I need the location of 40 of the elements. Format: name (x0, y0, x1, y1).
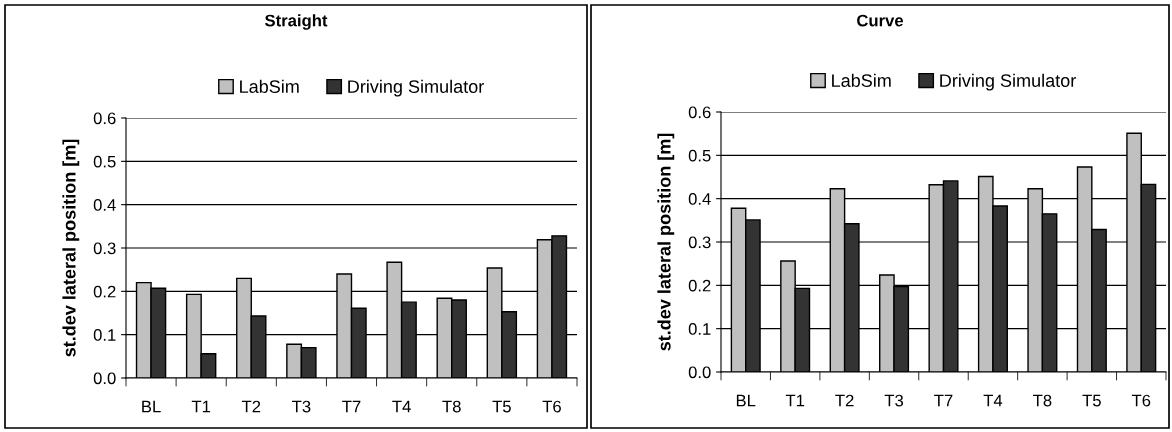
y-tick-label: 0.6 (93, 112, 116, 125)
x-tick-label: T3 (292, 400, 311, 413)
y-tick-label: 0.3 (93, 242, 116, 255)
x-tick-label: T1 (191, 400, 211, 413)
x-tick-label: T1 (785, 394, 805, 407)
y-tick-label: 0.3 (688, 236, 711, 249)
x-tick-label: T6 (542, 400, 561, 413)
y-tick-label: 0.5 (93, 155, 116, 168)
y-axis-title: st.dev lateral position [m] (62, 139, 80, 357)
y-tick-label: 0.4 (688, 193, 711, 205)
x-tick-label: T2 (835, 394, 854, 407)
y-tick-label: 0.4 (93, 199, 116, 211)
y-tick-label: 0.0 (93, 372, 116, 385)
y-tick-label: 0.1 (688, 323, 711, 335)
chart-title: Curve (857, 14, 904, 27)
y-tick-label: 0.1 (93, 329, 116, 341)
x-tick-label: T2 (241, 400, 261, 413)
legend-label: LabSim (240, 79, 299, 93)
x-tick-label: BL (142, 400, 161, 413)
y-axis-title: st.dev lateral position [m] (657, 133, 675, 351)
x-tick-label: T7 (934, 394, 953, 407)
legend-label: LabSim (832, 73, 891, 87)
y-tick-label: 0.2 (688, 279, 711, 292)
x-tick-label: T4 (392, 400, 411, 413)
x-tick-label: T4 (983, 394, 1003, 407)
x-tick-label: T3 (884, 394, 904, 407)
y-tick-label: 0.6 (688, 106, 711, 119)
y-tick-label: 0.0 (688, 366, 711, 379)
x-tick-label: T6 (1131, 394, 1151, 407)
x-tick-label: BL (736, 394, 756, 407)
x-tick-label: T7 (342, 400, 361, 413)
x-tick-label: T8 (1033, 394, 1052, 407)
chart-title: Straight (265, 14, 328, 30)
y-tick-label: 0.5 (688, 149, 711, 162)
y-tick-label: 0.2 (93, 285, 116, 298)
x-tick-label: T5 (492, 400, 511, 413)
x-tick-label: T8 (442, 400, 461, 413)
x-tick-label: T5 (1082, 394, 1101, 407)
legend-label: Driving Simulator (348, 79, 484, 97)
legend-label: Driving Simulator (940, 73, 1076, 91)
